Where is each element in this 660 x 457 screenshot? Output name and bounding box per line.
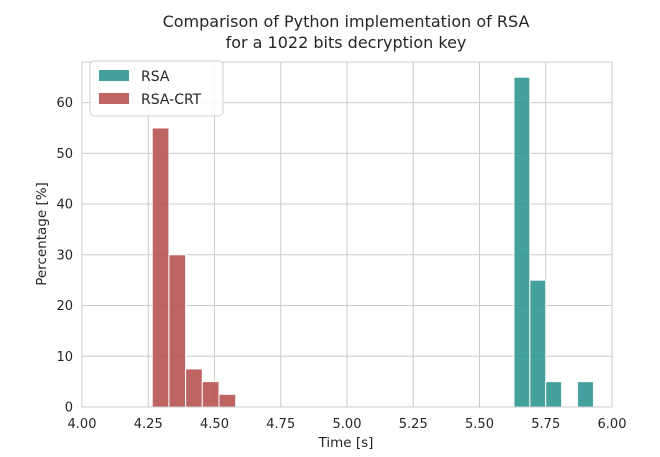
x-tick-label: 5.75 (531, 417, 560, 432)
legend-swatch-rsa (99, 70, 129, 81)
bar-rsa-crt (168, 254, 187, 408)
legend: RSA RSA-CRT (89, 60, 224, 117)
y-tick-label: 10 (56, 350, 73, 365)
chart-title: Comparison of Python implementation of R… (163, 12, 530, 31)
y-tick-label: 30 (56, 248, 73, 263)
bar-rsa (545, 381, 563, 408)
legend-swatch-rsa-crt (99, 93, 129, 104)
y-tick-label: 20 (56, 299, 73, 314)
x-tick-label: 4.75 (266, 417, 295, 432)
y-tick-label: 40 (56, 198, 73, 213)
legend-label-rsa: RSA (141, 69, 170, 85)
x-tick-labels: 4.00 4.25 4.50 4.75 5.00 5.25 5.50 5.75 6.00 (68, 417, 627, 432)
bars (151, 76, 594, 408)
bar-rsa (529, 279, 547, 408)
bar-rsa-crt (151, 127, 170, 408)
x-tick-label: 4.00 (68, 417, 97, 432)
y-axis-label: Percentage [%] (34, 182, 50, 286)
chart-subtitle: for a 1022 bits decryption key (226, 33, 467, 52)
x-tick-label: 4.50 (200, 417, 229, 432)
x-tick-label: 4.25 (134, 417, 163, 432)
x-gridlines (81, 62, 613, 407)
bar-rsa (513, 76, 531, 408)
x-tick-label: 5.25 (399, 417, 428, 432)
bar-rsa-crt (201, 381, 220, 408)
x-axis-label: Time [s] (318, 435, 374, 451)
bar-rsa (577, 381, 594, 408)
plot-frame (81, 61, 613, 408)
legend-label-rsa-crt: RSA-CRT (141, 92, 202, 108)
y-tick-label: 0 (65, 401, 73, 416)
x-tick-label: 6.00 (598, 417, 627, 432)
x-tick-label: 5.50 (465, 417, 494, 432)
y-tick-label: 60 (56, 96, 73, 111)
bar-rsa-crt (218, 393, 237, 408)
y-tick-label: 50 (56, 147, 73, 162)
y-tick-labels: 0 10 20 30 40 50 60 (56, 96, 73, 415)
x-tick-label: 5.00 (333, 417, 362, 432)
bar-rsa-crt (185, 368, 203, 408)
